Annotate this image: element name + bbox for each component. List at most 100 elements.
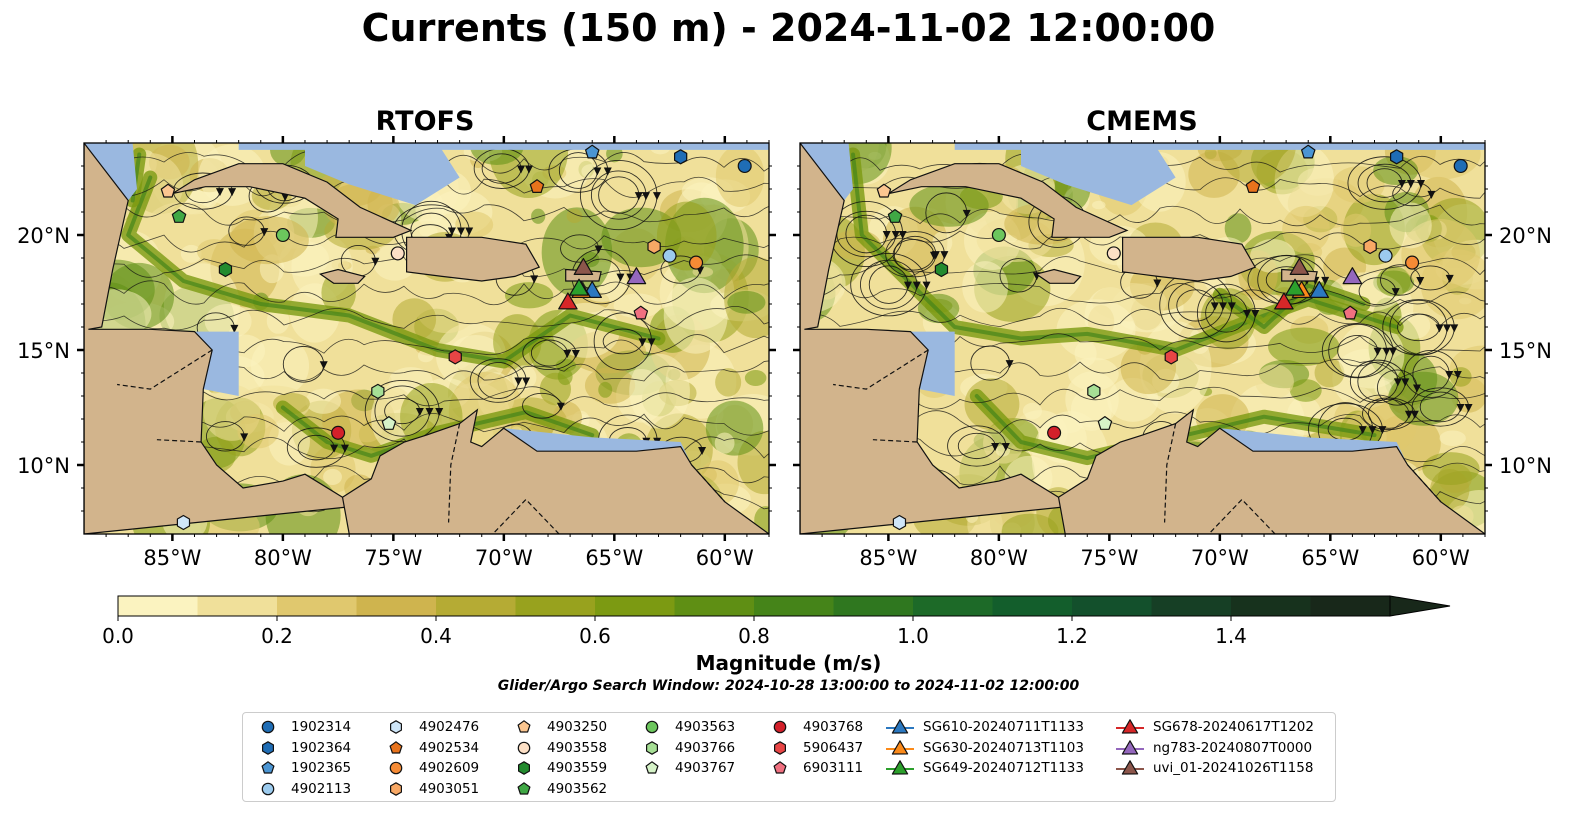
- cmems-lon-tick-label: 65°W: [1301, 546, 1359, 570]
- legend-symbol: [891, 760, 909, 775]
- legend-item: 4903768: [765, 717, 863, 738]
- colorbar-segment: [277, 596, 357, 616]
- legend-symbol: [891, 719, 909, 734]
- platform-marker-1902314: [1453, 158, 1468, 174]
- legend-item: 4903563: [637, 717, 735, 738]
- legend-symbol: [1121, 719, 1139, 734]
- colorbar-segment: [356, 596, 437, 616]
- platform-marker-uvi_01-20241026T1158: [573, 257, 594, 275]
- legend-symbol: [773, 761, 787, 774]
- legend-item: 4902476: [381, 717, 479, 738]
- legend-label: 4903767: [675, 760, 736, 777]
- legend-label: 4903558: [547, 739, 608, 756]
- legend-item: uvi_01-20241026T1158: [1115, 758, 1314, 779]
- legend-symbol: [773, 720, 787, 734]
- legend-symbol: [390, 781, 402, 796]
- platform-marker-1902365: [1300, 144, 1316, 159]
- legend-symbol: [645, 761, 659, 774]
- legend-marker-circle-icon: [389, 761, 403, 775]
- platform-marker-SG678-20240617T1202: [1274, 292, 1294, 310]
- legend-item: SG678-20240617T1202: [1115, 717, 1314, 738]
- legend-marker-circle-icon: [517, 741, 531, 755]
- rtofs-lat-tick-label: 20°N: [17, 224, 70, 248]
- platform-marker-4903559: [934, 261, 949, 278]
- cmems-panel-title: CMEMS: [1086, 106, 1198, 137]
- rtofs-lon-tick-label: 80°W: [254, 546, 312, 570]
- cmems-lon-tick-label: 60°W: [1412, 546, 1470, 570]
- platform-marker-1902314: [737, 158, 752, 174]
- platform-marker-4903558: [390, 246, 405, 261]
- colorbar-segment: [1231, 596, 1311, 616]
- platform-marker-4903562: [887, 209, 903, 223]
- legend-label: SG678-20240617T1202: [1153, 719, 1314, 736]
- platform-marker-SG610-20240711T1133: [1309, 280, 1330, 298]
- cmems-map: 85°W 80°W 75°W 70°W 65°W 60°W 20°N 15°N 10°N: [793, 136, 1552, 570]
- colorbar-segment: [992, 596, 1073, 616]
- rtofs-lat-tick-label: 10°N: [17, 454, 70, 478]
- platform-marker-1902365: [584, 144, 600, 159]
- platform-marker-ng783-20240807T0000: [626, 267, 647, 285]
- legend-label: 1902364: [291, 739, 352, 756]
- legend-symbol: [645, 720, 659, 734]
- legend-item: 4903559: [509, 758, 607, 779]
- platform-marker-4902534: [529, 179, 545, 193]
- legend: 1902314 1902364 1902365 4902113 4902476 49025…: [242, 712, 1336, 802]
- legend-marker-pentagon-icon: [517, 781, 531, 795]
- legend-symbol: [262, 740, 274, 755]
- colorbar-segment: [1072, 596, 1152, 616]
- legend-item: 1902364: [253, 738, 351, 759]
- legend-label: 4902534: [419, 739, 480, 756]
- legend-marker-hexagon-icon: [518, 761, 530, 776]
- colorbar-segment: [515, 596, 596, 616]
- legend-marker-hexagon-icon: [390, 720, 402, 735]
- colorbar: 0.0 0.2 0.4 0.6 0.8 1.0 1.2 1.4: [102, 595, 1451, 648]
- platform-marker-4903051: [647, 238, 661, 255]
- platform-marker-4903559: [218, 261, 233, 278]
- platform-marker-SG649-20240712T1133: [1285, 278, 1305, 296]
- legend-marker-hexagon-icon: [646, 740, 658, 755]
- legend-label: 4903766: [675, 739, 736, 756]
- platform-marker-4903563: [275, 227, 290, 243]
- legend-label: 4903562: [547, 780, 608, 797]
- colorbar-tick-label: 0.4: [420, 624, 452, 648]
- legend-marker-hexagon-icon: [390, 781, 402, 796]
- legend-item: SG610-20240711T1133: [885, 717, 1084, 738]
- legend-label: 4903051: [419, 780, 480, 797]
- legend-item: 4902609: [381, 758, 479, 779]
- cmems-lat-tick-label: 15°N: [1499, 339, 1552, 363]
- legend-symbol: [518, 761, 530, 776]
- colorbar-label: Magnitude (m/s): [695, 651, 882, 675]
- platform-marker-4903768: [1047, 425, 1062, 440]
- colorbar-extend-arrow: [1389, 595, 1451, 617]
- legend-item: 4902113: [253, 779, 351, 800]
- legend-label: SG630-20240713T1103: [923, 739, 1084, 756]
- platform-marker-6903111: [633, 305, 649, 320]
- colorbar-tick-label: 1.0: [897, 624, 929, 648]
- legend-symbol: [1121, 739, 1139, 755]
- rtofs-map: 85°W 80°W 75°W 70°W 65°W 60°W 20°N 15°N 10°N: [17, 136, 776, 570]
- legend-item: 4903562: [509, 779, 607, 800]
- legend-item: 1902365: [253, 758, 351, 779]
- platform-marker-4902476: [176, 514, 191, 531]
- colorbar-segment: [1310, 596, 1391, 616]
- cmems-lon-tick-label: 85°W: [859, 546, 917, 570]
- legend-symbol: [517, 720, 531, 733]
- colorbar-segment: [1151, 596, 1232, 616]
- legend-marker-hexagon-icon: [262, 740, 274, 755]
- platform-marker-4903250: [160, 183, 176, 198]
- legend-label: 4902609: [419, 760, 480, 777]
- colorbar-segment: [595, 596, 675, 616]
- legend-label: 1902314: [291, 719, 352, 736]
- legend-symbol: [261, 720, 275, 734]
- legend-label: SG649-20240712T1133: [923, 760, 1084, 777]
- legend-symbol: [1121, 760, 1139, 775]
- platform-marker-SG678-20240617T1202: [558, 292, 578, 310]
- colorbar-segment: [913, 596, 993, 616]
- platform-marker-4902609: [1405, 255, 1420, 270]
- platform-marker-4903767: [381, 416, 397, 430]
- legend-item: 4903051: [381, 779, 479, 800]
- legend-label: uvi_01-20241026T1158: [1153, 760, 1314, 777]
- cmems-lon-tick-label: 75°W: [1080, 546, 1138, 570]
- colorbar-tick-label: 0.0: [102, 624, 134, 648]
- colorbar-segment: [436, 596, 516, 616]
